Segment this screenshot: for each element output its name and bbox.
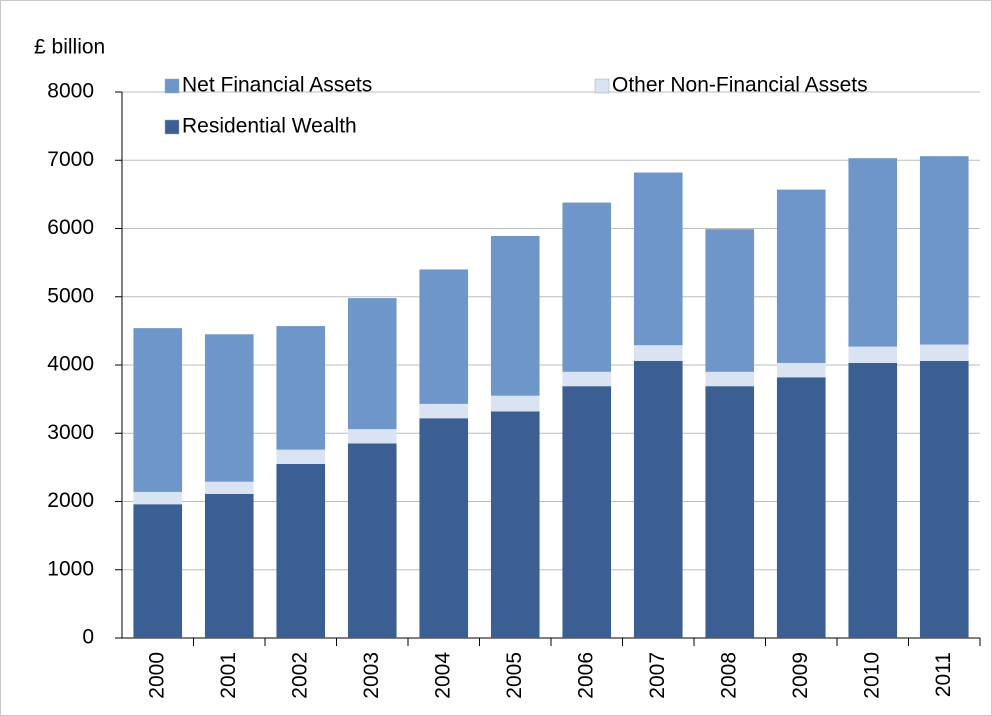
x-tick-label: 2008	[717, 652, 740, 699]
y-tick-label: 3000	[47, 421, 94, 444]
legend-swatch	[594, 78, 610, 94]
y-tick-label: 6000	[47, 216, 94, 239]
bar-segment	[705, 229, 755, 372]
bar-segment	[133, 491, 183, 505]
bar-segment	[276, 463, 326, 638]
x-tick-label: 2010	[860, 652, 883, 699]
bar-segment	[919, 344, 969, 361]
bar-segment	[633, 172, 683, 346]
legend-swatch	[164, 78, 180, 94]
x-tick-label: 2000	[145, 652, 168, 699]
bar-segment	[347, 298, 397, 430]
legend-label: Residential Wealth	[182, 115, 357, 138]
x-tick-label: 2002	[288, 652, 311, 699]
bar-segment	[562, 386, 612, 638]
bar-segment	[705, 371, 755, 387]
bar-segment	[490, 411, 540, 638]
y-tick-label: 5000	[47, 284, 94, 307]
y-axis-label: £ billion	[34, 36, 105, 59]
bar-segment	[848, 346, 898, 363]
bar-segment	[133, 504, 183, 638]
bar-segment	[419, 418, 469, 638]
bar-segment	[919, 360, 969, 638]
x-tick-label: 2004	[431, 652, 454, 699]
bar-segment	[490, 395, 540, 412]
bar-segment	[562, 202, 612, 372]
bar-segment	[204, 493, 254, 638]
bar-segment	[204, 334, 254, 482]
y-tick-label: 2000	[47, 489, 94, 512]
y-tick-label: 1000	[47, 557, 94, 580]
bar-segment	[919, 156, 969, 345]
y-tick-label: 7000	[47, 148, 94, 171]
bar-segment	[562, 371, 612, 387]
legend-label: Net Financial Assets	[182, 74, 372, 97]
bar-segment	[276, 449, 326, 464]
x-tick-label: 2009	[789, 652, 812, 699]
legend-swatch	[164, 119, 180, 135]
x-tick-label: 2005	[503, 652, 526, 699]
bar-segment	[633, 360, 683, 638]
y-tick-label: 4000	[47, 353, 94, 376]
bar-segment	[347, 443, 397, 638]
bar-segment	[490, 236, 540, 396]
x-tick-label: 2006	[574, 652, 597, 699]
bar-segment	[776, 377, 826, 638]
x-tick-label: 2011	[932, 652, 955, 697]
bar-segment	[705, 386, 755, 638]
bar-segment	[848, 362, 898, 638]
bar-segment	[204, 481, 254, 494]
bar-segment	[633, 345, 683, 361]
bar-segment	[776, 189, 826, 363]
bar-segment	[419, 269, 469, 404]
x-tick-label: 2007	[646, 652, 669, 699]
x-tick-label: 2001	[217, 652, 240, 699]
bar-segment	[276, 326, 326, 450]
legend-label: Other Non-Financial Assets	[612, 74, 868, 97]
x-tick-label: 2003	[360, 652, 383, 699]
bar-segment	[419, 403, 469, 419]
bar-segment	[347, 429, 397, 444]
y-tick-label: 8000	[47, 80, 94, 103]
y-tick-label: 0	[82, 626, 94, 649]
bar-segment	[133, 328, 183, 492]
bar-segment	[848, 158, 898, 347]
bar-segment	[776, 362, 826, 378]
